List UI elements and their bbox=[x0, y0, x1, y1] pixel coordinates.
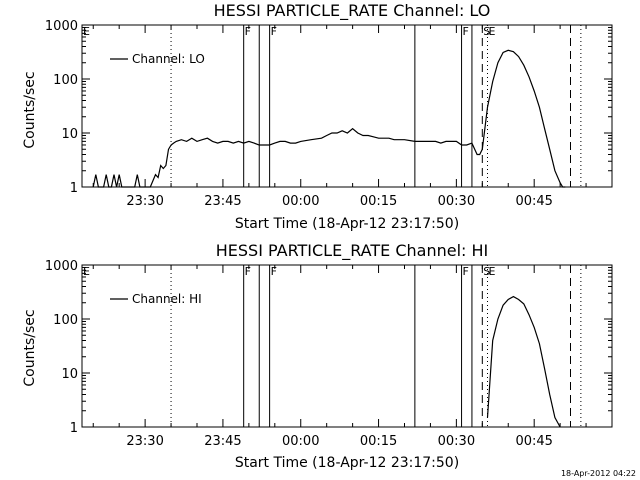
plot-area: 1 10 100 1000 23:30 23:45 00:00 00:15 00:30 00:45… bbox=[45, 19, 613, 209]
event-marker-label: F bbox=[245, 265, 251, 278]
y-tick-label: 1000 bbox=[45, 259, 78, 274]
chart-title: HESSI PARTICLE_RATE Channel: HI bbox=[216, 241, 489, 261]
series-line bbox=[486, 295, 561, 428]
x-axis-label: Start Time (18-Apr-12 23:17:50) bbox=[235, 455, 459, 471]
series-line bbox=[92, 49, 566, 188]
event-marker-label: F bbox=[271, 25, 277, 38]
event-marker-label: S bbox=[483, 265, 490, 278]
chart-panel-lo: HESSI PARTICLE_RATE Channel: LO Counts/s… bbox=[22, 1, 613, 232]
event-marker-label: F bbox=[463, 265, 469, 278]
plot-area: 1 10 100 1000 23:30 23:45 00:00 00:15 00:30 00:45… bbox=[45, 259, 613, 449]
event-marker-label: E bbox=[83, 25, 90, 38]
footer-timestamp: 18-Apr-2012 04:22 bbox=[561, 469, 636, 478]
x-tick-label: 00:15 bbox=[360, 194, 397, 209]
event-marker-label: E bbox=[488, 25, 495, 38]
y-axis-label: Counts/sec bbox=[22, 71, 38, 148]
x-tick-label: 23:30 bbox=[126, 194, 163, 209]
y-axis-label: Counts/sec bbox=[22, 309, 38, 386]
y-tick-label: 1000 bbox=[45, 19, 78, 34]
y-tick-label: 1 bbox=[70, 181, 78, 196]
event-marker-label: F bbox=[463, 25, 469, 38]
y-tick-label: 10 bbox=[61, 367, 78, 382]
x-tick-label: 00:30 bbox=[438, 434, 475, 449]
x-axis-label: Start Time (18-Apr-12 23:17:50) bbox=[235, 216, 459, 232]
x-tick-label: 00:00 bbox=[282, 194, 319, 209]
event-marker-label: E bbox=[83, 265, 90, 278]
y-tick-label: 100 bbox=[53, 313, 78, 328]
legend-label: Channel: HI bbox=[132, 292, 202, 306]
legend-label: Channel: LO bbox=[132, 52, 205, 66]
x-tick-label: 23:45 bbox=[204, 194, 241, 209]
y-tick-label: 10 bbox=[61, 127, 78, 142]
x-tick-label: 00:15 bbox=[360, 434, 397, 449]
x-tick-label: 00:45 bbox=[515, 194, 552, 209]
x-tick-label: 00:30 bbox=[438, 194, 475, 209]
x-tick-label: 23:45 bbox=[204, 434, 241, 449]
event-marker-label: F bbox=[271, 265, 277, 278]
chart-panel-hi: HESSI PARTICLE_RATE Channel: HI Counts/s… bbox=[22, 241, 613, 471]
x-tick-label: 00:45 bbox=[515, 434, 552, 449]
chart-title: HESSI PARTICLE_RATE Channel: LO bbox=[214, 1, 491, 21]
x-tick-label: 00:00 bbox=[282, 434, 319, 449]
x-tick-label: 23:30 bbox=[126, 434, 163, 449]
event-marker-label: E bbox=[488, 265, 495, 278]
event-marker-label: F bbox=[245, 25, 251, 38]
event-marker-label: S bbox=[483, 25, 490, 38]
y-tick-label: 100 bbox=[53, 73, 78, 88]
y-tick-label: 1 bbox=[70, 421, 78, 436]
